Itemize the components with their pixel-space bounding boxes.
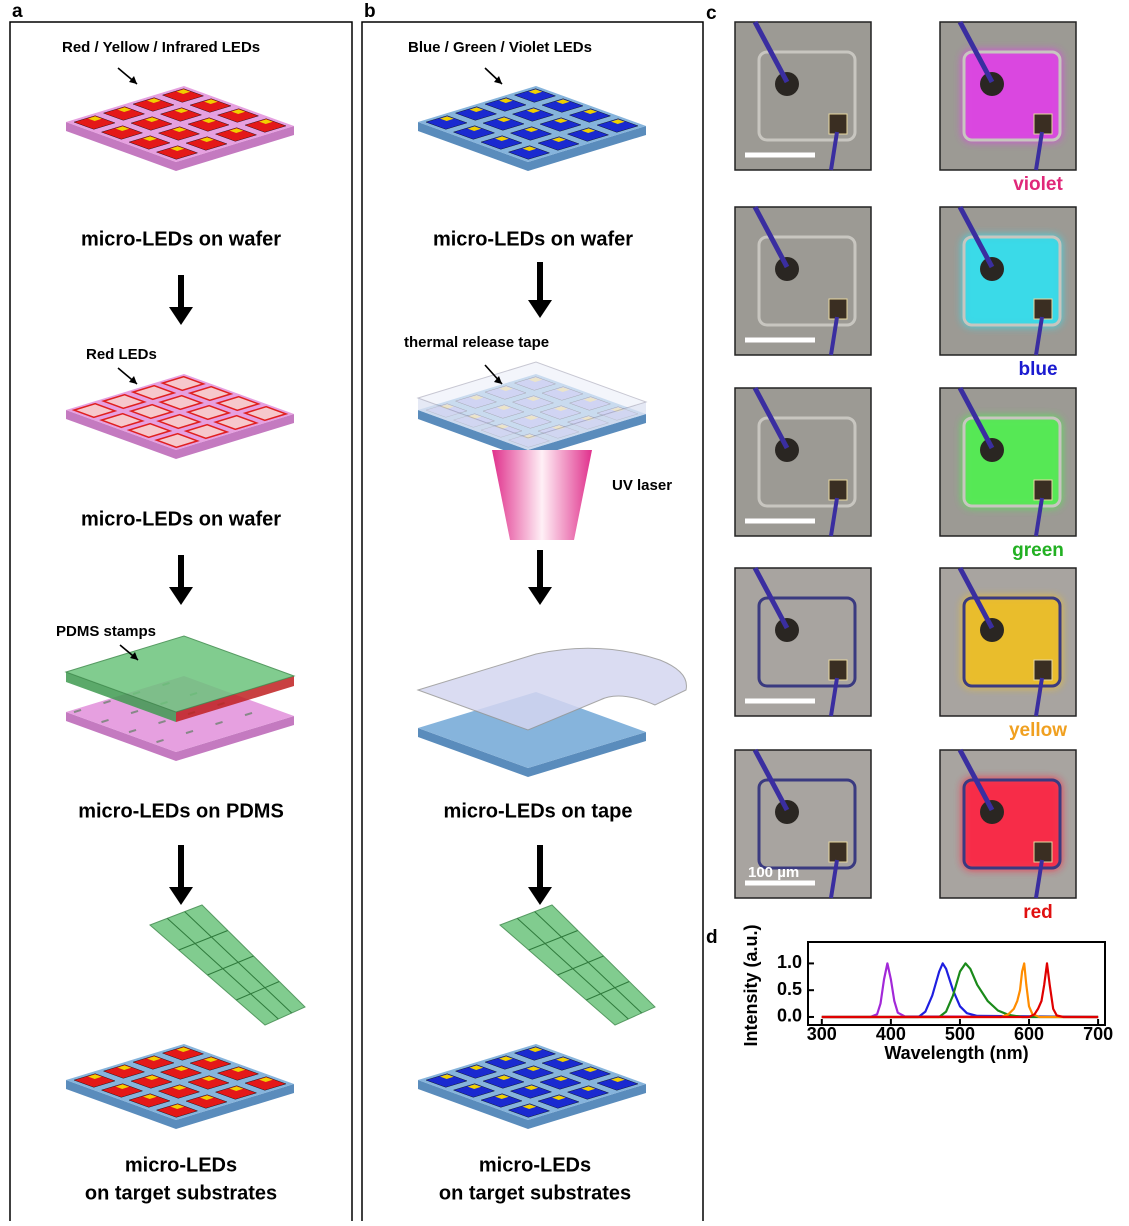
contact xyxy=(829,299,847,319)
y-tick-label: 0.0 xyxy=(777,1006,802,1026)
arrow-head xyxy=(528,887,552,905)
spectrum-line xyxy=(822,963,1098,1017)
drawings: violet blue green yellow red 100 µm 300 400 500 6… xyxy=(66,22,1113,1129)
step-label: on target substrates xyxy=(85,1182,277,1204)
note: UV laser xyxy=(612,477,672,494)
contact xyxy=(775,438,799,462)
arrow-head xyxy=(528,587,552,605)
scale-bar-label: 100 µm xyxy=(748,864,799,881)
contact xyxy=(775,257,799,281)
uv-laser xyxy=(492,450,592,540)
x-tick-label: 500 xyxy=(945,1024,975,1044)
panel-label: d xyxy=(706,927,718,948)
arrow-head xyxy=(169,307,193,325)
color-label: blue xyxy=(1018,359,1057,380)
stamp xyxy=(500,905,655,1025)
contact xyxy=(1034,480,1052,500)
y-tick-label: 1.0 xyxy=(777,952,802,972)
note: Red / Yellow / Infrared LEDs xyxy=(62,39,260,56)
photo xyxy=(735,207,871,355)
arrow-head xyxy=(169,587,193,605)
contact xyxy=(980,257,1004,281)
panel-label: b xyxy=(364,1,376,22)
y-tick-label: 0.5 xyxy=(777,979,802,999)
x-tick-label: 700 xyxy=(1083,1024,1113,1044)
note: thermal release tape xyxy=(404,334,549,351)
contact xyxy=(980,618,1004,642)
step-label: micro-LEDs on wafer xyxy=(81,508,281,530)
color-label: green xyxy=(1012,540,1064,561)
contact xyxy=(980,72,1004,96)
color-label: yellow xyxy=(1009,720,1067,741)
note: PDMS stamps xyxy=(56,623,156,640)
photo xyxy=(735,568,871,716)
contact xyxy=(829,842,847,862)
step-label: on target substrates xyxy=(439,1182,631,1204)
x-axis-title: Wavelength (nm) xyxy=(884,1043,1028,1063)
color-label: violet xyxy=(1013,174,1063,195)
panel-label: c xyxy=(706,3,717,24)
contact xyxy=(775,618,799,642)
contact xyxy=(775,800,799,824)
step-label: micro-LEDs on tape xyxy=(444,800,633,822)
contact xyxy=(775,72,799,96)
contact xyxy=(829,480,847,500)
y-axis-title: Intensity (a.u.) xyxy=(741,924,761,1046)
page: { "panel_a": {"label": "a", "source_labe… xyxy=(0,0,1129,1221)
step-label: micro-LEDs on wafer xyxy=(433,228,633,250)
arrow-head xyxy=(528,300,552,318)
contact xyxy=(829,114,847,134)
step-label: micro-LEDs on PDMS xyxy=(78,800,284,822)
panel-frame xyxy=(10,22,352,1221)
note: Red LEDs xyxy=(86,346,157,363)
panel-label: a xyxy=(12,1,23,22)
pointer-head xyxy=(129,376,137,384)
contact xyxy=(1034,114,1052,134)
step-label: micro-LEDs xyxy=(125,1154,237,1176)
step-label: micro-LEDs on wafer xyxy=(81,228,281,250)
color-label: red xyxy=(1023,902,1053,923)
x-tick-label: 400 xyxy=(876,1024,906,1044)
arrow-head xyxy=(169,887,193,905)
x-tick-label: 300 xyxy=(807,1024,837,1044)
stamp xyxy=(150,905,305,1025)
figure: violet blue green yellow red 100 µm 300 400 500 6… xyxy=(0,0,1129,1221)
stamp xyxy=(66,636,294,712)
contact xyxy=(980,800,1004,824)
pointer-head xyxy=(129,76,137,84)
contact xyxy=(980,438,1004,462)
photo xyxy=(735,388,871,536)
contact xyxy=(1034,660,1052,680)
contact xyxy=(829,660,847,680)
contact xyxy=(1034,842,1052,862)
note: Blue / Green / Violet LEDs xyxy=(408,39,592,56)
contact xyxy=(1034,299,1052,319)
photo xyxy=(735,22,871,170)
panel-frame xyxy=(362,22,703,1221)
step-label: micro-LEDs xyxy=(479,1154,591,1176)
x-tick-label: 600 xyxy=(1014,1024,1044,1044)
